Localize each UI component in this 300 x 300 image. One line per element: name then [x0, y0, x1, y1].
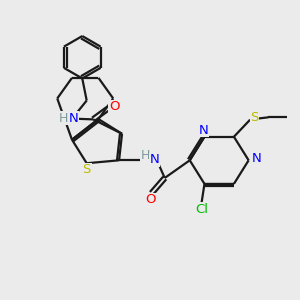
Text: N: N [198, 124, 208, 137]
Text: S: S [250, 111, 259, 124]
Text: S: S [82, 163, 91, 176]
Text: H: H [140, 148, 150, 161]
Text: N: N [149, 153, 159, 166]
Text: O: O [145, 193, 155, 206]
Text: N: N [69, 112, 78, 125]
Text: O: O [109, 100, 120, 113]
Text: H: H [59, 112, 68, 125]
Text: Cl: Cl [195, 203, 208, 216]
Text: N: N [252, 152, 262, 165]
